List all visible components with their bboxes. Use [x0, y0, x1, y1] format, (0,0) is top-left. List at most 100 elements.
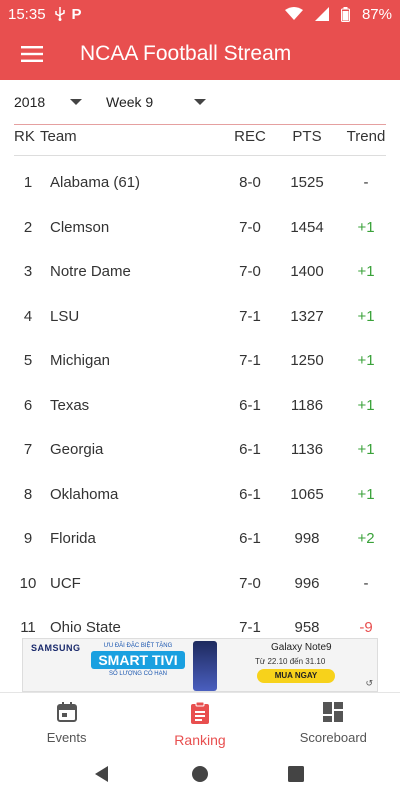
header-divider	[14, 155, 386, 156]
row-team: Oklahoma	[50, 485, 119, 503]
row-rank: 8	[23, 485, 33, 503]
row-trend: -	[363, 574, 369, 592]
row-points: 1400	[290, 263, 324, 280]
ranking-list[interactable]: 1 Alabama (61) 8-0 1525 - 2 Clemson 7-0 …	[0, 160, 400, 638]
usb-icon	[54, 7, 66, 21]
week-select[interactable]: Week 9	[106, 94, 206, 110]
table-row[interactable]: 9 Florida 6-1 998 +2	[0, 516, 400, 560]
ad-model: Galaxy Note9	[271, 642, 332, 653]
row-trend: -	[363, 174, 369, 191]
row-points: 1250	[290, 352, 324, 369]
row-rank: 6	[23, 396, 33, 414]
table-row[interactable]: 5 Michigan 7-1 1250 +1	[0, 338, 400, 382]
row-trend: +1	[357, 263, 375, 280]
table-row[interactable]: 3 Notre Dame 7-0 1400 +1	[0, 249, 400, 293]
row-rank: 11	[20, 619, 36, 636]
row-rank: 5	[23, 352, 33, 369]
row-points: 958	[294, 619, 320, 636]
nav-scoreboard[interactable]: Scoreboard	[267, 693, 400, 748]
row-trend: +1	[357, 485, 375, 503]
dashboard-icon	[322, 701, 344, 726]
system-nav-bar	[0, 748, 400, 800]
row-record: 6-1	[239, 441, 261, 458]
row-team: LSU	[50, 307, 80, 325]
row-points: 1327	[290, 307, 324, 325]
row-trend: +1	[357, 441, 375, 458]
table-row[interactable]: 8 Oklahoma 6-1 1065 +1	[0, 472, 400, 516]
ad-banner[interactable]: SAMSUNG ƯU ĐÃI ĐẶC BIỆT TẶNG SMART TIVI …	[22, 638, 378, 692]
row-team: Florida	[50, 530, 96, 547]
wifi-icon	[284, 7, 303, 21]
table-row[interactable]: 10 UCF 7-0 996 -	[0, 561, 400, 605]
battery-percent: 87%	[361, 5, 392, 23]
back-icon[interactable]	[92, 764, 112, 784]
calendar-icon	[56, 701, 78, 726]
row-points: 1186	[290, 396, 324, 414]
row-record: 6-1	[239, 530, 261, 547]
status-bar: 15:35 P 87%	[0, 0, 400, 28]
table-row[interactable]: 7 Georgia 6-1 1136 +1	[0, 427, 400, 471]
ad-phone-image	[193, 641, 217, 691]
row-rank: 7	[23, 441, 33, 458]
chevron-down-icon	[194, 99, 206, 105]
signal-icon	[314, 7, 329, 21]
table-row[interactable]: 1 Alabama (61) 8-0 1525 -	[0, 160, 400, 204]
year-select[interactable]: 2018	[14, 94, 82, 110]
filters-divider	[14, 124, 386, 125]
row-rank: 10	[19, 574, 37, 592]
header-team: Team	[40, 128, 77, 145]
nav-scoreboard-label: Scoreboard	[299, 730, 367, 745]
row-trend: +1	[357, 307, 375, 325]
row-points: 1525	[290, 174, 324, 191]
nav-ranking[interactable]: Ranking	[133, 693, 266, 748]
row-team: Ohio State	[50, 619, 121, 636]
row-record: 7-1	[239, 352, 261, 369]
status-time: 15:35	[8, 5, 46, 23]
table-header: RK Team REC PTS Trend	[0, 128, 400, 154]
clipboard-icon	[189, 701, 211, 728]
table-row[interactable]: 6 Texas 6-1 1186 +1	[0, 383, 400, 427]
header-points: PTS	[292, 128, 322, 145]
recents-icon[interactable]	[286, 764, 306, 784]
hamburger-menu-icon[interactable]	[0, 28, 64, 80]
home-icon[interactable]	[190, 764, 210, 784]
app-title: NCAA Football Stream	[80, 42, 292, 65]
row-points: 998	[294, 530, 320, 547]
row-record: 7-0	[239, 218, 261, 236]
row-record: 7-0	[239, 574, 261, 592]
row-trend: +1	[357, 218, 375, 236]
ad-promo-main: SMART TIVI	[91, 651, 185, 669]
header-trend: Trend	[346, 128, 386, 145]
chevron-down-icon	[70, 99, 82, 105]
row-team: Notre Dame	[50, 263, 131, 280]
table-row[interactable]: 2 Clemson 7-0 1454 +1	[0, 205, 400, 249]
row-trend: +1	[357, 352, 375, 369]
row-points: 1454	[290, 218, 324, 236]
row-team: Texas	[50, 396, 90, 414]
app-bar: NCAA Football Stream	[0, 28, 400, 80]
nav-events-label: Events	[46, 730, 87, 745]
row-points: 1136	[290, 441, 324, 458]
row-team: Clemson	[50, 218, 110, 236]
header-rank: RK	[14, 128, 35, 145]
nav-events[interactable]: Events	[0, 693, 133, 748]
row-rank: 9	[23, 530, 33, 547]
row-team: Georgia	[50, 441, 104, 458]
header-record: REC	[234, 128, 266, 145]
ad-promo-top: ƯU ĐÃI ĐẶC BIỆT TẶNG	[103, 643, 173, 649]
status-right: 87%	[284, 5, 392, 23]
row-team: Alabama (61)	[50, 174, 141, 191]
row-points: 996	[294, 574, 320, 592]
table-row[interactable]: 11 Ohio State 7-1 958 -9	[0, 605, 400, 638]
filters-bar: 2018 Week 9	[0, 84, 400, 120]
row-trend: +2	[357, 530, 375, 547]
table-row[interactable]: 4 LSU 7-1 1327 +1	[0, 294, 400, 338]
bottom-nav: Events Ranking Scoreboard	[0, 692, 400, 748]
ad-info-icon[interactable]: ↺	[365, 678, 373, 688]
row-points: 1065	[290, 485, 324, 503]
row-record: 7-0	[239, 263, 261, 280]
ad-cta-button[interactable]: MUA NGAY	[257, 669, 335, 683]
week-value: Week 9	[106, 94, 154, 110]
ad-promo-bottom: SỐ LƯỢNG CÓ HẠN	[109, 671, 167, 677]
